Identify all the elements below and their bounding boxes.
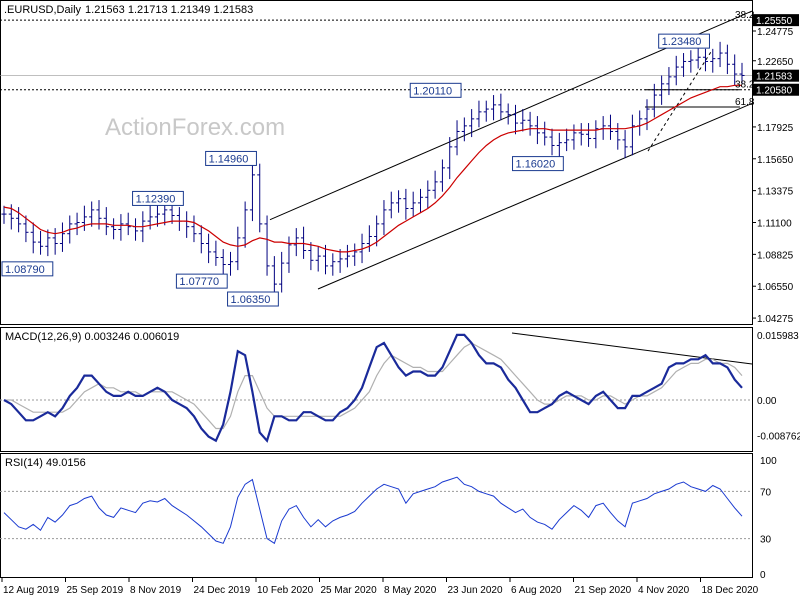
fib-label: 38.2	[735, 80, 755, 91]
rsi-title: RSI(14) 49.0156	[5, 457, 86, 469]
rsi-y-tick-label: 100	[760, 456, 777, 467]
price-annotation: 1.06350	[231, 294, 271, 306]
x-tick-label: 8 May 2020	[384, 585, 437, 596]
price-annotation-box	[227, 291, 279, 307]
price-series-group: 1.08790 1.12390 1.14960 1.07770 1.06350 1.201…	[0, 10, 755, 307]
price-annotation: 1.23480	[662, 36, 702, 48]
x-tick-label: 10 Feb 2020	[257, 585, 314, 596]
x-tick-label: 25 Mar 2020	[321, 585, 378, 596]
price-annotation: 1.07770	[179, 276, 219, 288]
price-tag	[753, 14, 799, 27]
x-tick-label: 24 Dec 2019	[194, 585, 251, 596]
price-y-tick-label: 1.11100	[757, 218, 792, 229]
price-y-tick-label: 1.15650	[757, 155, 794, 166]
moving-average-line	[3, 84, 742, 253]
rsi-panel	[0, 453, 753, 578]
price-annotation-box	[132, 190, 184, 206]
price-y-tick-label: 1.24775	[757, 27, 794, 38]
chart-title: .EURUSD,Daily 1.21563 1.21713 1.21349 1.2…	[4, 4, 253, 16]
x-tick-label: 23 Jun 2020	[448, 585, 503, 596]
lower-channel-line	[317, 103, 753, 290]
macd-y-tick-label: 0.015983	[757, 331, 799, 342]
price-annotation-box	[1, 261, 54, 277]
price-annotation-box	[175, 273, 228, 289]
price-y-tick-label: 1.04275	[757, 314, 794, 325]
price-tag	[753, 83, 799, 96]
macd-line	[3, 333, 743, 443]
projection-line	[647, 49, 713, 152]
price-annotation: 1.08790	[5, 264, 45, 276]
macd-y-tick-label: -0.008762	[757, 432, 800, 443]
x-tick-label: 4 Nov 2020	[638, 585, 690, 596]
price-annotation: 1.14960	[209, 153, 249, 165]
x-tick-label: 12 Aug 2019	[3, 585, 60, 596]
price-annotation: 1.16020	[516, 159, 556, 171]
macd-series-group	[0, 332, 753, 443]
watermark: ActionForex.com	[105, 114, 285, 141]
rsi-series-group	[0, 476, 752, 545]
price-panel	[0, 0, 753, 325]
price-annotation-box	[512, 156, 564, 172]
price-y-tick-label: 1.08825	[757, 250, 794, 261]
x-tick-label: 25 Sep 2019	[67, 585, 124, 596]
rsi-y-tick-label: 70	[760, 487, 772, 498]
rsi-line	[3, 476, 743, 545]
x-tick-label: 21 Sep 2020	[575, 585, 632, 596]
rsi-y-tick-label: 30	[760, 535, 772, 546]
price-y-tick-label: 1.25550	[756, 16, 793, 27]
x-tick-label: 18 Dec 2020	[702, 585, 759, 596]
price-y-tick-label: 1.17925	[757, 123, 794, 134]
price-y-tick-label: 1.21583	[756, 72, 793, 83]
fib-label: 61.8	[735, 97, 755, 108]
macd-title: MACD(12,26,9) 0.003246 0.006019	[5, 331, 179, 343]
price-y-tick-label: 1.06550	[757, 282, 794, 293]
macd-y-tick-label: 0.00	[757, 396, 777, 407]
price-tag	[753, 69, 799, 82]
price-annotation: 1.20110	[413, 85, 452, 97]
price-annotation: 1.12390	[136, 193, 176, 205]
price-annotation-box	[205, 150, 257, 166]
fib-label: 38.2	[735, 10, 755, 21]
x-tick-label: 6 Aug 2020	[511, 585, 562, 596]
price-y-tick-label: 1.20580	[756, 86, 793, 97]
price-annotation-box	[409, 82, 462, 98]
price-annotation-box	[658, 33, 710, 49]
rsi-y-tick-label: 0	[760, 570, 766, 581]
price-y-tick-label: 1.22650	[757, 57, 794, 68]
x-tick-label: 8 Nov 2019	[130, 585, 182, 596]
price-y-tick-label: 1.13375	[757, 187, 794, 198]
